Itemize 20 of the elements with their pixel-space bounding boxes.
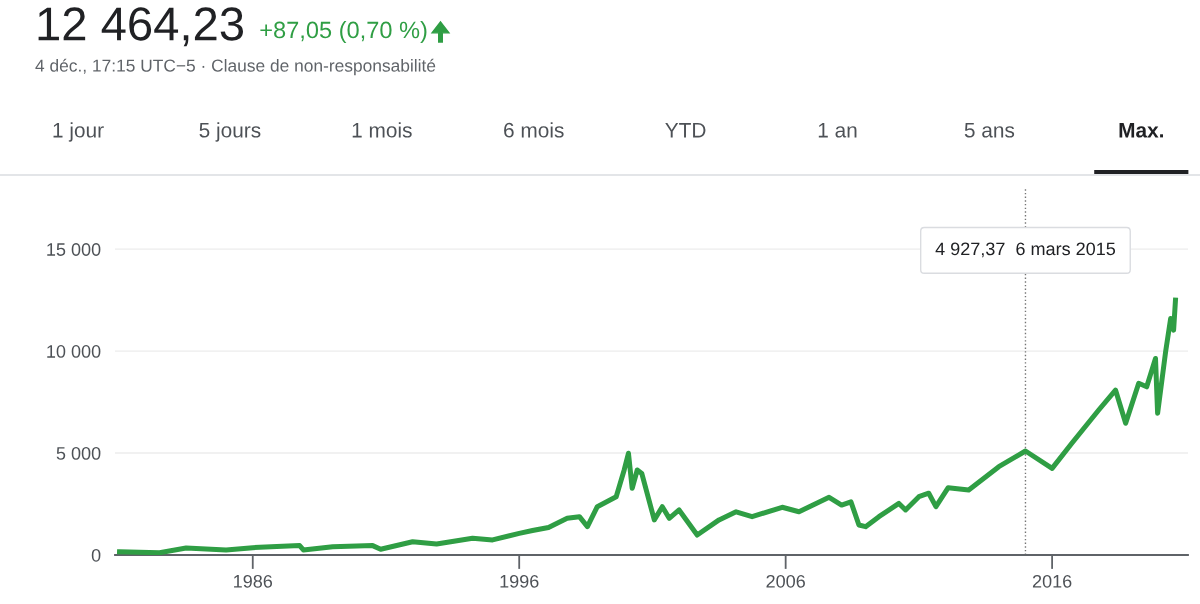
text: Max. [1119,123,1164,138]
text: 4 déc., 17:15 UTC−5 · Clause de non-responsabilité [35,58,436,76]
ref-line-label: 4 927,37 6 mars 2015 [935,242,1116,258]
y-tick-label: 15 000 [47,243,101,256]
text: 5 ans [964,123,1015,138]
text: 1 mois [352,122,412,138]
text: 5 jours [199,122,261,142]
text: 6 mois [504,122,564,138]
chart-subtitle: +87,05 (0,70 %) [260,21,427,43]
text: 1 an [818,123,857,138]
x-tick-label: 1996 [500,574,539,588]
y-tick-label: 10 000 [47,345,101,358]
chart-title: 12 464,23 [38,7,243,47]
text: 1 jour [53,122,104,142]
x-tick-label: 2006 [766,574,805,588]
x-tick-label: 1986 [234,574,273,588]
y-tick-label: 0 [91,548,101,562]
y-tick-label: 5 000 [56,446,101,460]
x-tick-label: 2016 [1032,574,1072,588]
text: YTD [665,123,706,138]
